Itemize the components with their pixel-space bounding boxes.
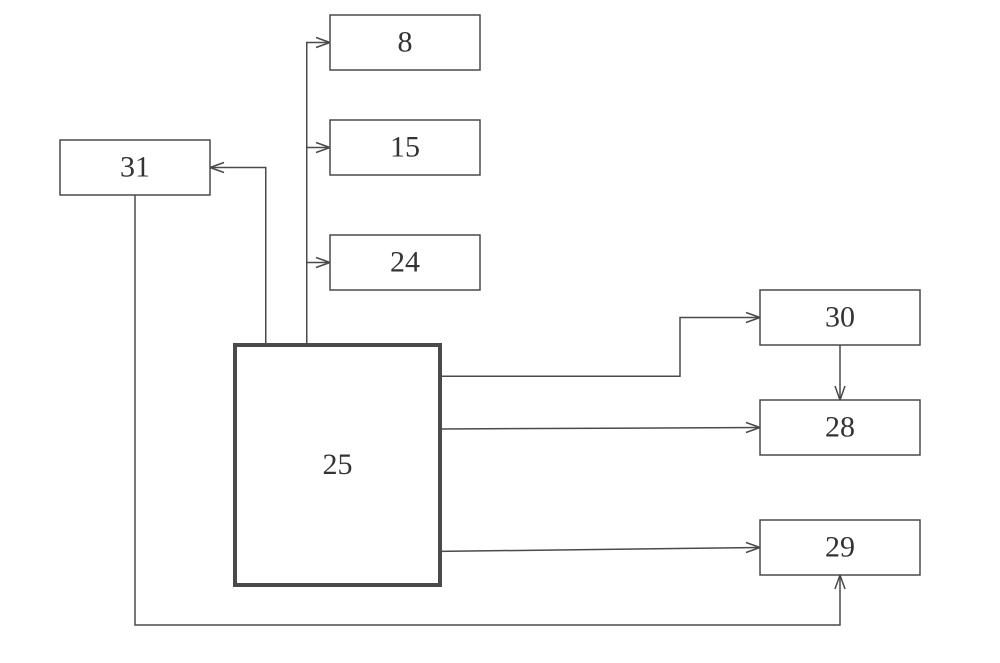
connector: [307, 263, 330, 346]
connector: [210, 168, 266, 346]
node-28: 28: [760, 400, 920, 455]
node-25: 25: [235, 345, 440, 585]
connector: [440, 318, 760, 377]
node-8: 8: [330, 15, 480, 70]
node-24: 24: [330, 235, 480, 290]
connector: [440, 548, 760, 552]
connector: [307, 43, 330, 346]
node-31: 31: [60, 140, 210, 195]
node-label: 30: [825, 300, 855, 333]
node-30: 30: [760, 290, 920, 345]
node-label: 31: [120, 150, 150, 183]
node-label: 29: [825, 530, 855, 563]
node-29: 29: [760, 520, 920, 575]
node-label: 28: [825, 410, 855, 443]
connector: [440, 428, 760, 430]
node-label: 25: [323, 448, 353, 481]
node-label: 8: [398, 25, 413, 58]
node-15: 15: [330, 120, 480, 175]
node-label: 24: [390, 245, 420, 278]
connector: [307, 148, 330, 346]
node-label: 15: [390, 130, 420, 163]
